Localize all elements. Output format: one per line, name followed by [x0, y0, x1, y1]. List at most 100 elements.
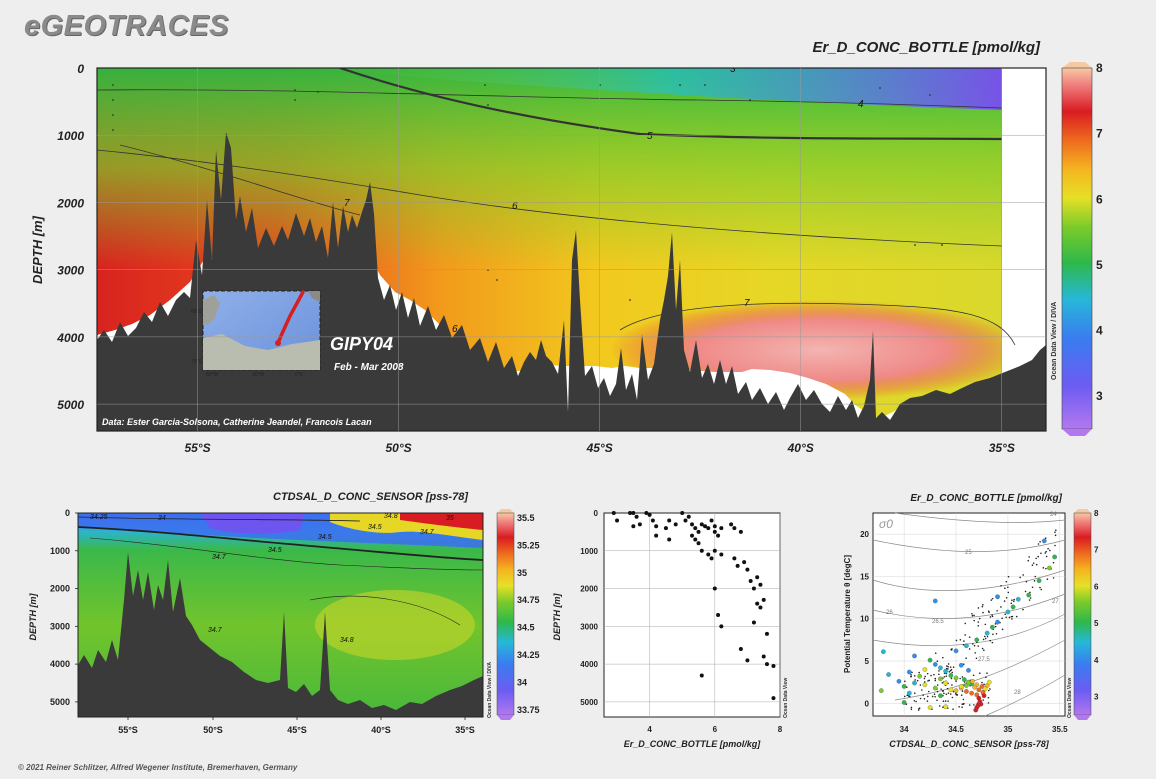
background-point: [989, 639, 992, 642]
background-point: [1054, 531, 1056, 533]
background-point: [973, 644, 976, 647]
sample-dot: [112, 129, 114, 131]
data-point: [932, 598, 938, 604]
isopycnal-label: 26: [886, 610, 893, 616]
data-point: [719, 526, 724, 531]
background-point: [973, 614, 975, 617]
background-point: [977, 624, 980, 627]
x-tick-label: 8: [778, 725, 783, 734]
background-point: [1031, 564, 1034, 567]
data-point: [938, 693, 943, 699]
data-point: [974, 705, 980, 710]
background-point: [956, 694, 958, 696]
background-point: [928, 679, 931, 682]
background-point: [961, 676, 964, 678]
data-point: [755, 601, 760, 606]
data-point: [732, 526, 737, 531]
x-tick-label: 34: [900, 725, 909, 734]
background-point: [1042, 567, 1045, 569]
sample-dot: [112, 84, 114, 86]
background-point: [951, 696, 954, 699]
lowest-salinity-patch: [200, 513, 305, 534]
colorbar-gradient: [496, 512, 515, 716]
data-point: [953, 648, 959, 654]
data-point: [706, 552, 711, 557]
background-point: [1007, 591, 1010, 594]
background-point: [1052, 561, 1055, 564]
background-point: [1054, 544, 1056, 547]
contour-lines: [97, 68, 1016, 346]
background-point: [947, 700, 949, 702]
background-point: [930, 674, 932, 677]
background-point: [978, 617, 981, 620]
background-point: [962, 698, 965, 701]
background-point: [973, 704, 975, 706]
background-point: [1034, 575, 1037, 578]
background-point: [972, 643, 974, 645]
background-point: [975, 657, 978, 660]
background-point: [950, 677, 953, 680]
x-tick-label: 50°S: [203, 725, 223, 735]
data-point: [1005, 609, 1011, 615]
data-point: [628, 511, 633, 515]
data-point: [696, 529, 701, 534]
data-point: [922, 682, 928, 688]
data-point: [981, 693, 987, 699]
background-point: [1032, 562, 1035, 564]
background-point: [991, 641, 994, 644]
background-point: [913, 699, 916, 702]
colorbar-tick-label: 35.25: [517, 540, 540, 550]
sample-dot: [679, 84, 681, 86]
data-point: [764, 662, 769, 667]
x-tick-label: 40°S: [787, 441, 814, 455]
background-point: [985, 676, 987, 679]
background-point: [1044, 552, 1047, 554]
sigma-label: σ0: [879, 517, 893, 531]
surface-low-concentration: [340, 68, 1002, 110]
ts-watermark: Ocean Data View: [1067, 678, 1073, 718]
cruise-end-point: [275, 340, 281, 346]
background-point: [996, 609, 998, 612]
inset-tick: 75°S: [191, 359, 203, 365]
data-point: [758, 605, 763, 610]
background-point: [959, 677, 961, 680]
x-tick-label: 35.5: [1052, 725, 1068, 734]
background-point: [961, 703, 964, 706]
background-point: [1007, 575, 1010, 578]
background-point: [945, 675, 948, 677]
salinity-y-axis: 0 1000 2000 3000 4000 5000: [50, 508, 78, 707]
salinity-y-axis-label: DEPTH [m]: [28, 592, 38, 640]
background-point: [933, 673, 935, 676]
data-point: [912, 680, 917, 686]
y-tick-label: 2000: [56, 196, 84, 210]
background-point: [943, 676, 946, 678]
contour-label: 34.8: [340, 637, 354, 644]
background-point: [974, 652, 977, 654]
data-point: [751, 620, 756, 625]
background-point: [952, 708, 954, 710]
y-tick-label: 2000: [580, 585, 598, 594]
sample-dot: [629, 299, 631, 301]
data-point: [976, 687, 982, 693]
colorbar-bottom-arrow: [1074, 715, 1091, 720]
data-point: [712, 529, 717, 534]
background-point: [926, 700, 929, 702]
data-point: [650, 518, 655, 523]
sample-dot: [496, 279, 498, 281]
cruise-period: Feb - Mar 2008: [334, 362, 404, 373]
data-point: [938, 665, 943, 671]
data-point: [978, 701, 984, 707]
x-tick-label: 50°S: [386, 441, 412, 455]
background-point: [1027, 559, 1030, 562]
contour-label: 7: [744, 298, 750, 309]
salinity-section-plot: CTDSAL_D_CONC_SENSOR [pss-78] 34.25 34 3…: [28, 491, 540, 735]
data-point: [1026, 592, 1032, 598]
background-point: [982, 611, 984, 614]
colorbar-tick-label: 4: [1096, 324, 1103, 338]
background-point: [983, 649, 985, 652]
y-tick-label: 3000: [57, 264, 84, 278]
background-point: [986, 635, 989, 638]
colorbar-tick-label: 7: [1096, 127, 1103, 141]
colorbar-tick-label: 3: [1096, 389, 1103, 403]
background-point: [922, 694, 924, 696]
